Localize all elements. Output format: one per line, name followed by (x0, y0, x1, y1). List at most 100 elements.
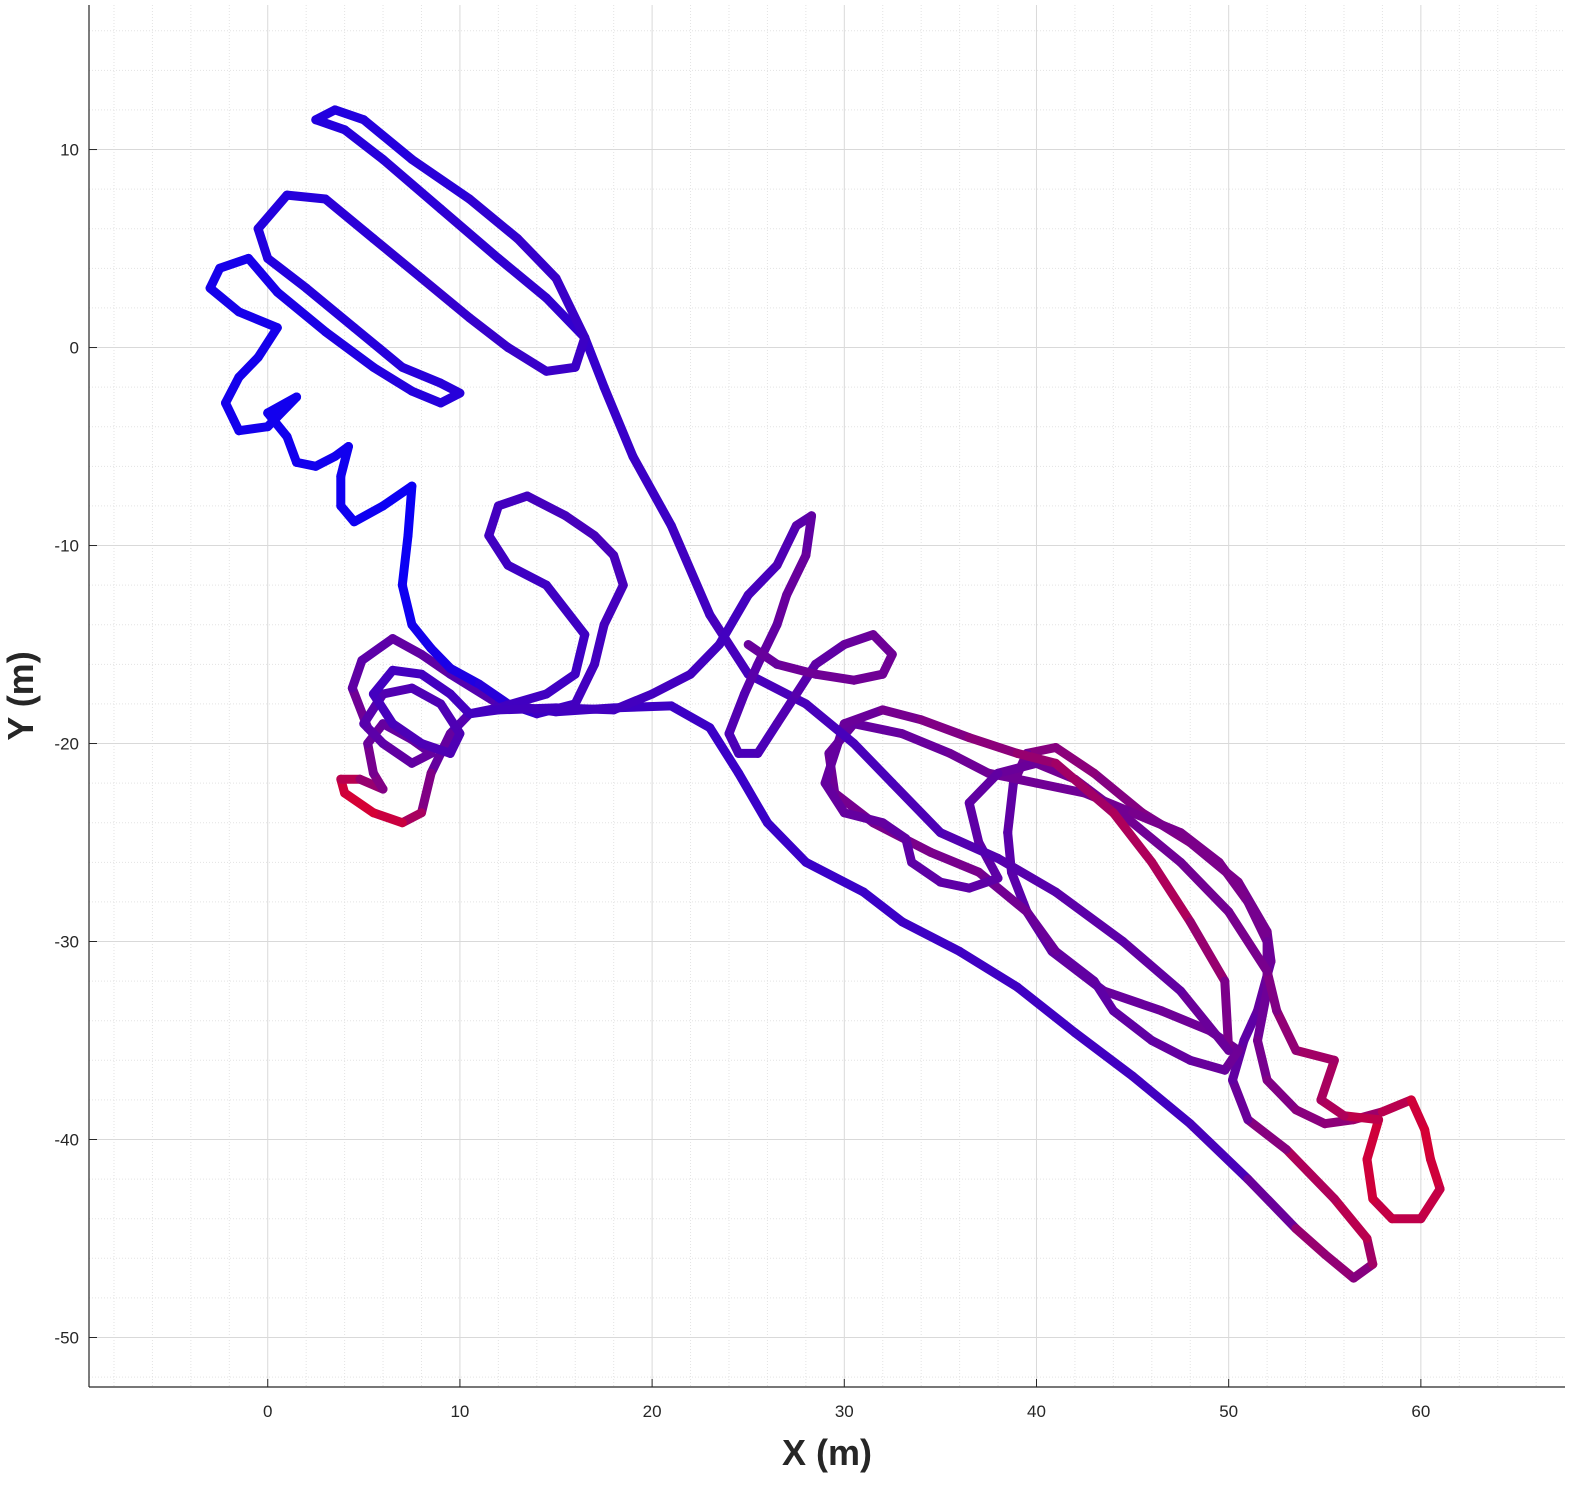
trajectory-segment (887, 778, 945, 838)
trajectory-segment (897, 917, 965, 956)
trajectory-segment (436, 204, 503, 263)
trajectory-segment (1262, 966, 1282, 1016)
trajectory-segment (739, 659, 763, 699)
trajectory-segment (993, 758, 1041, 778)
trajectory-segment (368, 234, 426, 283)
trajectory-segment (397, 362, 446, 388)
trajectory-segment (272, 287, 330, 337)
trajectory-segment (1070, 1028, 1138, 1081)
x-axis-title: X (m) (782, 1432, 872, 1473)
trajectory-segment (945, 748, 993, 778)
trajectory-segment (330, 105, 369, 125)
trajectory-segment (388, 634, 426, 659)
trajectory-segment (253, 224, 273, 263)
trajectory-segment (1243, 1115, 1291, 1154)
trajectory-segment (263, 392, 302, 418)
trajectory-segment (551, 273, 590, 343)
trajectory-segment (743, 560, 782, 600)
major-grid (89, 5, 1565, 1387)
trajectory-segment (320, 194, 378, 244)
trajectory-segment (1003, 778, 1018, 838)
trajectory-segment (1051, 946, 1099, 986)
trajectory-segment (1147, 857, 1195, 927)
trajectory-segment (1185, 1119, 1253, 1184)
trajectory-segment (1406, 1095, 1430, 1135)
trajectory-segment (445, 689, 474, 719)
trajectory-segment (368, 808, 407, 828)
trajectory-segment (1051, 887, 1128, 946)
trajectory-segment (1272, 1006, 1301, 1055)
trajectory-segment (1099, 986, 1166, 1016)
trajectory-segment (561, 511, 599, 541)
trajectory-segment (801, 699, 859, 748)
trajectory-segment (378, 481, 417, 511)
trajectory-segment (465, 705, 503, 719)
trajectory-segment (1156, 1006, 1214, 1036)
trajectory-segment (1108, 808, 1157, 867)
trajectory-segment (1377, 1095, 1416, 1117)
trajectory-segment (1128, 1071, 1195, 1129)
trajectory-segment (407, 386, 446, 408)
minor-grid (89, 5, 1565, 1387)
trajectory-segment (417, 273, 474, 323)
trajectory-segment (1220, 976, 1234, 1055)
trajectory-segment-group (359, 511, 897, 794)
trajectory-segment (221, 398, 244, 436)
trajectory-segment (1118, 937, 1186, 996)
trajectory-segment (1320, 1249, 1359, 1283)
trajectory-segment (964, 798, 984, 847)
trajectory-segment (340, 788, 378, 818)
trajectory-segment (1032, 778, 1089, 798)
trajectory-segment (820, 778, 849, 818)
trajectory-segment (320, 327, 378, 372)
trajectory-segment (541, 669, 580, 699)
plot-background (89, 5, 1565, 1387)
x-tick-label: 20 (643, 1402, 662, 1421)
trajectory-segment (590, 531, 619, 560)
trajectory-segment (426, 644, 455, 673)
x-tick-label: 50 (1219, 1402, 1238, 1421)
trajectory-segment (1362, 1154, 1378, 1204)
trajectory-segment (964, 873, 1003, 893)
trajectory-segment (215, 253, 253, 273)
trajectory-segment (1228, 1036, 1249, 1085)
trajectory-segment (445, 663, 484, 689)
trajectory-segment (599, 580, 628, 630)
trajectory-segment (1089, 768, 1147, 818)
trajectory-segment (868, 630, 897, 659)
x-tick-label: 0 (263, 1402, 272, 1421)
trajectory-segment (1176, 986, 1234, 1055)
trajectory-segment (705, 610, 753, 679)
trajectory-segment (503, 343, 551, 376)
trajectory-segment (1214, 857, 1253, 907)
trajectory-segment (1243, 897, 1272, 946)
trajectory-segment (1316, 1055, 1339, 1105)
trajectory-segment-group (820, 705, 1272, 1055)
trajectory-segment (417, 739, 455, 758)
y-tick-label: -20 (54, 735, 79, 754)
trajectory-segment (599, 382, 638, 461)
trajectory-segment (935, 877, 974, 893)
trajectory-segment (357, 634, 398, 665)
trajectory-segment (407, 620, 436, 653)
trajectory-segment (263, 253, 311, 293)
trajectory-segment (417, 669, 455, 699)
trajectory-segment (714, 590, 753, 649)
trajectory-segment (609, 689, 657, 715)
trajectory-segment (1022, 907, 1061, 956)
trajectory-segment (407, 683, 446, 709)
trajectory-segment (282, 190, 330, 204)
trajectory-segment (1051, 743, 1099, 778)
trajectory-segment (609, 550, 628, 590)
trajectory-segment (1051, 758, 1118, 818)
trajectory-segment (1329, 1194, 1372, 1243)
trajectory-segment (1022, 743, 1061, 758)
trajectory-segment (336, 442, 353, 481)
trajectory-segment (878, 818, 911, 844)
trajectory-segment (1368, 1194, 1397, 1224)
trajectory-segment (1089, 976, 1118, 1016)
trajectory-segment (964, 733, 1022, 758)
trajectory-segment (907, 857, 945, 887)
trajectory-segment (705, 723, 744, 778)
trajectory-segment (474, 679, 513, 709)
